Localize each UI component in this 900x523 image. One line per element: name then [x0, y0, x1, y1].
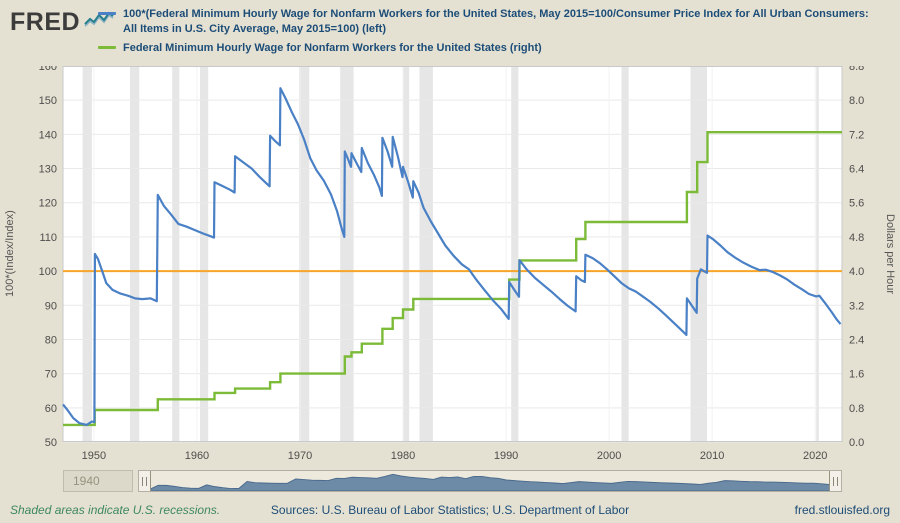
legend: 100*(Federal Minimum Hourly Wage for Non… [98, 7, 873, 59]
start-year-input[interactable]: 1940 [63, 470, 133, 492]
recession-band [816, 66, 819, 442]
svg-text:60: 60 [45, 403, 57, 415]
legend-swatch-green [98, 45, 116, 49]
real-wage-line [62, 87, 842, 426]
grip-icon [142, 476, 147, 486]
nominal-wage-line [63, 131, 842, 427]
svg-text:2000: 2000 [597, 450, 621, 462]
recession-band [621, 66, 629, 442]
svg-text:1960: 1960 [185, 450, 209, 462]
svg-text:1950: 1950 [82, 450, 106, 462]
svg-text:8.0: 8.0 [849, 95, 864, 107]
recession-note: Shaded areas indicate U.S. recessions. [10, 503, 221, 517]
legend-item-nominal-min-wage[interactable]: Federal Minimum Hourly Wage for Nonfarm … [98, 41, 873, 56]
date-range-slider: 1940 [63, 468, 842, 496]
legend-label-nominal-min-wage: Federal Minimum Hourly Wage for Nonfarm … [123, 41, 542, 54]
slider-track[interactable] [138, 470, 842, 492]
svg-text:120: 120 [39, 198, 57, 210]
recession-band [299, 66, 310, 442]
svg-text:140: 140 [39, 129, 57, 141]
recession-band [200, 66, 209, 442]
chart-header: FRED 100*(Federal Minimum Hourly Wage fo… [0, 0, 900, 64]
recession-band [690, 66, 707, 442]
recession-band [130, 66, 140, 442]
fred-logo[interactable]: FRED [10, 8, 114, 37]
slider-left-handle[interactable] [139, 471, 151, 491]
svg-text:6.4: 6.4 [849, 164, 864, 176]
svg-text:2020: 2020 [803, 450, 827, 462]
recession-band [403, 66, 410, 442]
svg-text:1970: 1970 [288, 450, 312, 462]
recession-band [172, 66, 180, 442]
svg-text:50: 50 [45, 437, 57, 449]
chart-footer: Shaded areas indicate U.S. recessions. S… [0, 497, 900, 523]
svg-text:80: 80 [45, 334, 57, 346]
svg-text:130: 130 [39, 164, 57, 176]
svg-text:70: 70 [45, 369, 57, 381]
svg-text:1980: 1980 [391, 450, 415, 462]
svg-text:7.2: 7.2 [849, 129, 864, 141]
svg-text:1.6: 1.6 [849, 369, 864, 381]
right-axis-title: Dollars per Hour [884, 213, 896, 295]
svg-text:110: 110 [39, 232, 57, 244]
fred-logo-text: FRED [10, 8, 81, 36]
svg-text:2.4: 2.4 [849, 334, 864, 346]
recession-band [419, 66, 433, 442]
recession-band [511, 66, 519, 442]
svg-text:5.6: 5.6 [849, 198, 864, 210]
sources-text: Sources: U.S. Bureau of Labor Statistics… [270, 503, 630, 517]
svg-text:8.8: 8.8 [849, 66, 864, 73]
svg-text:3.2: 3.2 [849, 300, 864, 312]
svg-text:4.8: 4.8 [849, 232, 864, 244]
svg-text:0.8: 0.8 [849, 403, 864, 415]
slider-mini-chart [150, 473, 830, 491]
legend-label-real-min-wage: 100*(Federal Minimum Hourly Wage for Non… [123, 8, 869, 36]
fred-site-link[interactable]: fred.stlouisfed.org [794, 503, 890, 517]
recession-band [340, 66, 354, 442]
svg-text:2010: 2010 [700, 450, 724, 462]
svg-text:4.0: 4.0 [849, 266, 864, 278]
svg-text:0.0: 0.0 [849, 437, 864, 449]
svg-text:150: 150 [39, 95, 57, 107]
legend-item-real-min-wage[interactable]: 100*(Federal Minimum Hourly Wage for Non… [98, 7, 873, 38]
chart-plot[interactable]: 50 60 70 80 90 100 110 120 130 140 150 160 0.0 0.8 1.6… [0, 66, 900, 468]
slider-right-handle[interactable] [829, 471, 841, 491]
svg-text:100: 100 [39, 266, 57, 278]
svg-text:160: 160 [39, 66, 57, 73]
svg-text:90: 90 [45, 300, 57, 312]
svg-text:1990: 1990 [494, 450, 518, 462]
legend-swatch-blue [98, 12, 116, 15]
recession-band [82, 66, 92, 442]
grip-icon [833, 476, 838, 486]
